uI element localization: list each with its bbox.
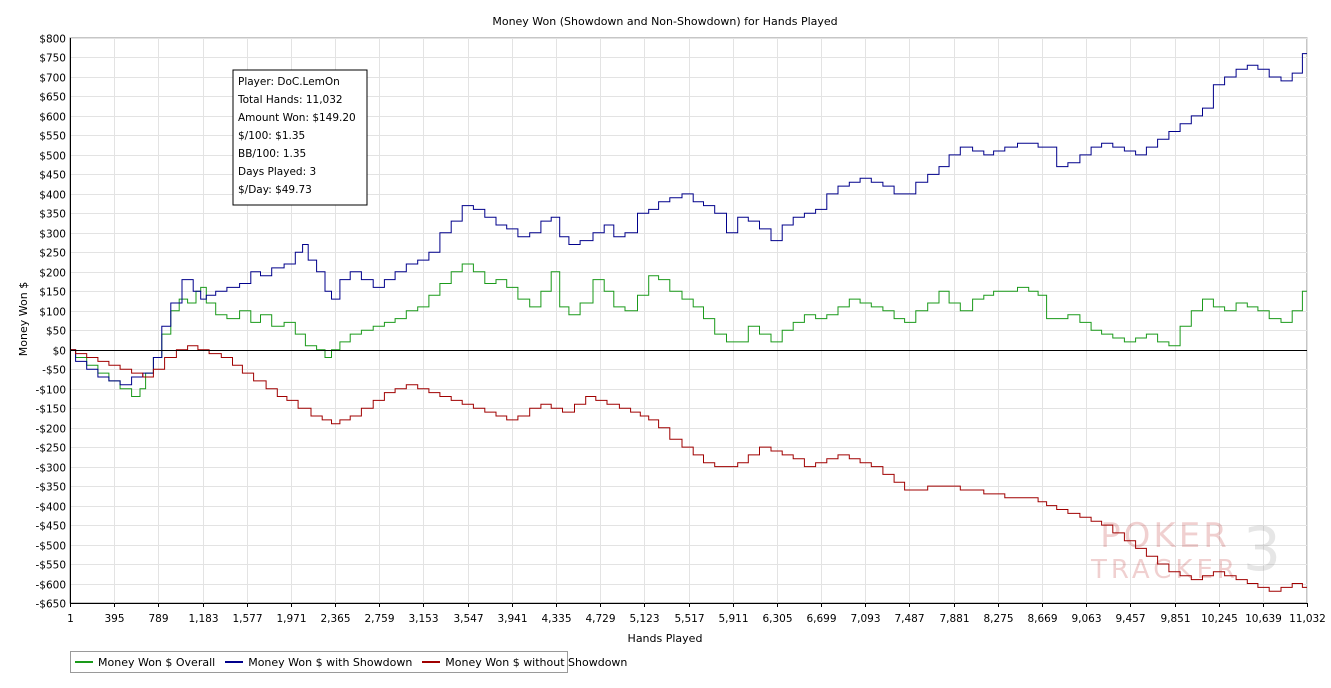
legend-label-non-showdown: Money Won $ without Showdown	[445, 655, 628, 669]
y-tick-label: -$550	[35, 560, 66, 572]
x-tick-label: 1,971	[276, 613, 306, 625]
y-tick-label: $500	[39, 151, 66, 163]
x-tick-label: 5,517	[674, 613, 704, 625]
stats-box-frame	[232, 69, 368, 206]
x-tick-label: 7,881	[939, 613, 969, 625]
legend-label-showdown: Money Won $ with Showdown	[248, 655, 413, 669]
x-tick-label: 4,335	[541, 613, 571, 625]
y-tick-label: $350	[39, 209, 66, 221]
y-tick-label: -$650	[35, 599, 66, 611]
y-tick-label: $300	[39, 229, 66, 241]
x-tick-label: 9,851	[1160, 613, 1190, 625]
y-tick-label: -$350	[35, 482, 66, 494]
y-tick-label: $100	[39, 307, 66, 319]
series-group	[70, 53, 1307, 592]
series-line-showdown	[70, 53, 1307, 386]
y-tick-label: -$400	[35, 502, 66, 514]
stats-amount-won: Amount Won: $149.20	[238, 112, 356, 124]
x-tick-label: 10,245	[1201, 613, 1238, 625]
stats-per-100: $/100: $1.35	[238, 130, 305, 142]
x-tick-label: 789	[148, 613, 168, 625]
legend-swatch-non-showdown	[422, 661, 441, 663]
legend-item-showdown: Money Won $ with Showdown	[225, 656, 412, 669]
x-tick-label: 8,275	[983, 613, 1013, 625]
x-tick-label: 1,183	[188, 613, 218, 625]
y-tick-label: $200	[39, 268, 66, 280]
y-tick-label: $400	[39, 190, 66, 202]
x-tick-label: 6,699	[806, 613, 836, 625]
legend-item-overall: Money Won $ Overall	[75, 656, 215, 669]
y-axis-label: Money Won $	[17, 282, 30, 356]
chart-legend: Money Won $ Overall Money Won $ with Sho…	[70, 651, 627, 673]
y-tick-label: $600	[39, 112, 66, 124]
legend-item-non-showdown: Money Won $ without Showdown	[422, 656, 627, 669]
stats-days-played: Days Played: 3	[238, 166, 316, 178]
watermark-tracker: TRACKER	[1090, 555, 1239, 585]
watermark-numeral: 3	[1243, 515, 1281, 585]
legend-label-overall: Money Won $ Overall	[98, 655, 216, 669]
stats-player: Player: DoC.LemOn	[238, 76, 340, 88]
y-tick-label: $450	[39, 170, 66, 182]
series-line-non-showdown	[70, 345, 1307, 592]
y-tick-label: $0	[53, 346, 66, 358]
y-tick-label: $700	[39, 73, 66, 85]
x-tick-label: 5,123	[629, 613, 659, 625]
y-tick-label: -$200	[35, 424, 66, 436]
x-tick-label: 11,032	[1289, 613, 1326, 625]
y-tick-label: -$300	[35, 463, 66, 475]
x-tick-label: 9,063	[1071, 613, 1101, 625]
chart-title: Money Won (Showdown and Non-Showdown) fo…	[492, 15, 837, 28]
y-tick-label: -$600	[35, 580, 66, 592]
y-tick-label: $250	[39, 248, 66, 260]
x-tick-label: 9,457	[1115, 613, 1145, 625]
y-tick-label: $550	[39, 131, 66, 143]
watermark-poker: POKER	[1100, 516, 1230, 556]
x-tick-label: 3,941	[497, 613, 527, 625]
x-tick-label: 7,093	[850, 613, 880, 625]
stats-total-hands: Total Hands: 11,032	[237, 94, 343, 106]
y-tick-label: -$100	[35, 385, 66, 397]
x-tick-label: 2,365	[320, 613, 350, 625]
x-tick-label: 1	[67, 613, 74, 625]
y-tick-label: -$250	[35, 443, 66, 455]
x-tick-label: 6,305	[762, 613, 792, 625]
x-tick-label: 5,911	[718, 613, 748, 625]
x-tick-label: 8,669	[1027, 613, 1057, 625]
x-tick-label: 2,759	[364, 613, 394, 625]
x-axis-label: Hands Played	[628, 632, 703, 645]
axes: $800 $750 $700 $650 $600 $550 $500 $450 $400 $350…	[35, 34, 1325, 626]
y-tick-label: -$50	[42, 365, 66, 377]
y-tick-label: -$450	[35, 521, 66, 533]
x-tick-label: 3,547	[453, 613, 483, 625]
stats-box: Player: DoC.LemOn Total Hands: 11,032 Am…	[232, 69, 368, 206]
legend-swatch-overall	[75, 661, 93, 663]
y-tick-label: $50	[46, 326, 66, 338]
stats-per-day: $/Day: $49.73	[238, 184, 312, 196]
y-tick-label: $650	[39, 92, 66, 104]
x-tick-label: 1,577	[232, 613, 262, 625]
series-line-overall	[70, 263, 1307, 397]
x-tick-label: 4,729	[585, 613, 615, 625]
y-tick-label: $750	[39, 53, 66, 65]
legend-swatch-showdown	[225, 661, 244, 663]
y-tick-label: $150	[39, 287, 66, 299]
x-tick-label: 3,153	[408, 613, 438, 625]
x-tick-label: 7,487	[894, 613, 924, 625]
x-tick-label: 395	[104, 613, 124, 625]
y-tick-label: $800	[39, 34, 66, 46]
y-tick-label: -$500	[35, 541, 66, 553]
poker-tracker-watermark: POKER TRACKER 3	[1090, 515, 1281, 585]
stats-bb-100: BB/100: 1.35	[238, 148, 306, 160]
y-tick-label: -$150	[35, 404, 66, 416]
x-tick-label: 10,639	[1245, 613, 1282, 625]
